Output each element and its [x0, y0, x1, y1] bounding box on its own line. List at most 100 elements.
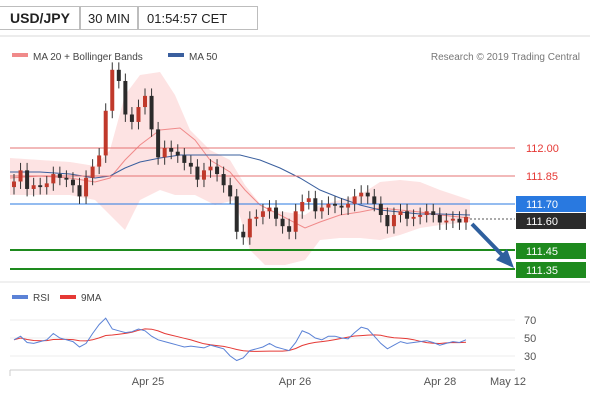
candle-body: [378, 203, 383, 216]
candle-body: [319, 207, 324, 212]
candle-body: [313, 198, 318, 212]
candle-body: [162, 148, 167, 158]
candle-body: [234, 196, 239, 232]
candle-body: [182, 155, 187, 163]
rsi-tick-70: 70: [524, 315, 536, 327]
candle-body: [457, 218, 462, 223]
bollinger-band-area: [10, 72, 470, 265]
x-tick-apr25: Apr 25: [132, 376, 164, 388]
candle-body: [274, 207, 279, 219]
candle-body: [431, 211, 436, 216]
candle-body: [339, 205, 344, 208]
candle-body: [405, 211, 410, 219]
forecast-arrow: [470, 222, 507, 260]
candle-body: [38, 185, 43, 188]
candle-body: [326, 203, 331, 208]
rsi-ma-legend-swatch: [60, 295, 76, 299]
candle-body: [136, 107, 141, 122]
time-label: 01:54:57 CET: [138, 6, 258, 30]
candle-body: [332, 203, 337, 206]
rsi-legend-label: RSI: [33, 293, 50, 304]
candle-body: [287, 226, 292, 232]
ma20-legend-label: MA 20 + Bollinger Bands: [33, 52, 143, 63]
level-label-111-70: 111.70: [526, 199, 558, 211]
candle-body: [208, 166, 213, 171]
candle-body: [84, 177, 89, 197]
rsi-legend-swatch: [12, 295, 28, 299]
candle-body: [306, 198, 311, 202]
candle-body: [188, 162, 193, 167]
symbol-label[interactable]: USD/JPY: [0, 6, 80, 30]
ma50-line: [10, 154, 471, 216]
candle-body: [346, 203, 351, 208]
candle-body: [195, 166, 200, 180]
candle-body: [247, 218, 252, 238]
rsi-line: [13, 317, 467, 362]
candle-body: [103, 110, 108, 156]
level-label-111-35: 111.35: [526, 265, 558, 277]
chart-header: USD/JPY 30 MIN 01:54:57 CET: [0, 0, 590, 36]
candle-body: [169, 148, 174, 152]
candle-body: [110, 69, 115, 111]
candle-body: [450, 218, 455, 221]
support2-label-box: [516, 262, 586, 278]
candle-body: [267, 207, 272, 212]
rsi-ma-legend-label: 9MA: [81, 293, 102, 304]
ma20-legend-swatch: [12, 53, 28, 57]
candle-body: [424, 211, 429, 216]
candle-body: [64, 177, 69, 180]
candle-body: [365, 192, 370, 197]
candle-body: [25, 170, 30, 189]
candle-body: [280, 218, 285, 227]
candle-body: [57, 174, 62, 178]
level-label-112-00: 112.00: [526, 143, 559, 155]
candle-body: [293, 211, 298, 232]
candlestick-series: [12, 62, 468, 245]
pivot-label-box: [516, 196, 586, 212]
candle-body: [221, 174, 226, 186]
candle-body: [116, 69, 121, 81]
candle-body: [31, 185, 36, 189]
x-tick-apr26: Apr 26: [279, 376, 311, 388]
candle-body: [391, 215, 396, 227]
forecast-arrow-head: [496, 249, 514, 268]
candle-body: [90, 166, 95, 178]
candle-body: [464, 216, 468, 223]
candle-body: [437, 215, 442, 223]
level-label-111-45: 111.45: [526, 246, 558, 258]
candle-body: [215, 166, 220, 175]
candle-body: [300, 201, 305, 212]
last-price-label-box: [516, 213, 586, 229]
ma50-legend-label: MA 50: [189, 52, 218, 63]
candle-body: [241, 231, 246, 238]
candle-body: [51, 174, 56, 184]
candle-body: [97, 155, 102, 167]
candle-body: [201, 170, 206, 180]
candle-body: [228, 185, 233, 197]
x-tick-may12: May 12: [490, 376, 526, 388]
candle-body: [352, 196, 357, 204]
candle-body: [254, 216, 259, 219]
candle-body: [418, 215, 423, 217]
candle-body: [129, 114, 134, 122]
candle-body: [372, 196, 377, 204]
candle-body: [149, 95, 154, 130]
support1-label-box: [516, 243, 586, 259]
timeframe-label[interactable]: 30 MIN: [80, 6, 138, 30]
candle-body: [156, 129, 161, 158]
candle-body: [143, 95, 148, 108]
candle-body: [77, 185, 82, 197]
copyright-text: Research © 2019 Trading Central: [431, 52, 580, 63]
candle-body: [359, 192, 364, 197]
candle-body: [12, 181, 16, 188]
candle-body: [260, 211, 265, 217]
candle-body: [175, 151, 180, 156]
ma20-line: [9, 127, 471, 229]
candle-body: [44, 183, 49, 188]
candle-body: [70, 179, 75, 186]
ma50-legend-swatch: [168, 53, 184, 57]
candle-body: [18, 170, 23, 182]
candle-body: [411, 216, 416, 219]
candle-body: [385, 215, 390, 227]
